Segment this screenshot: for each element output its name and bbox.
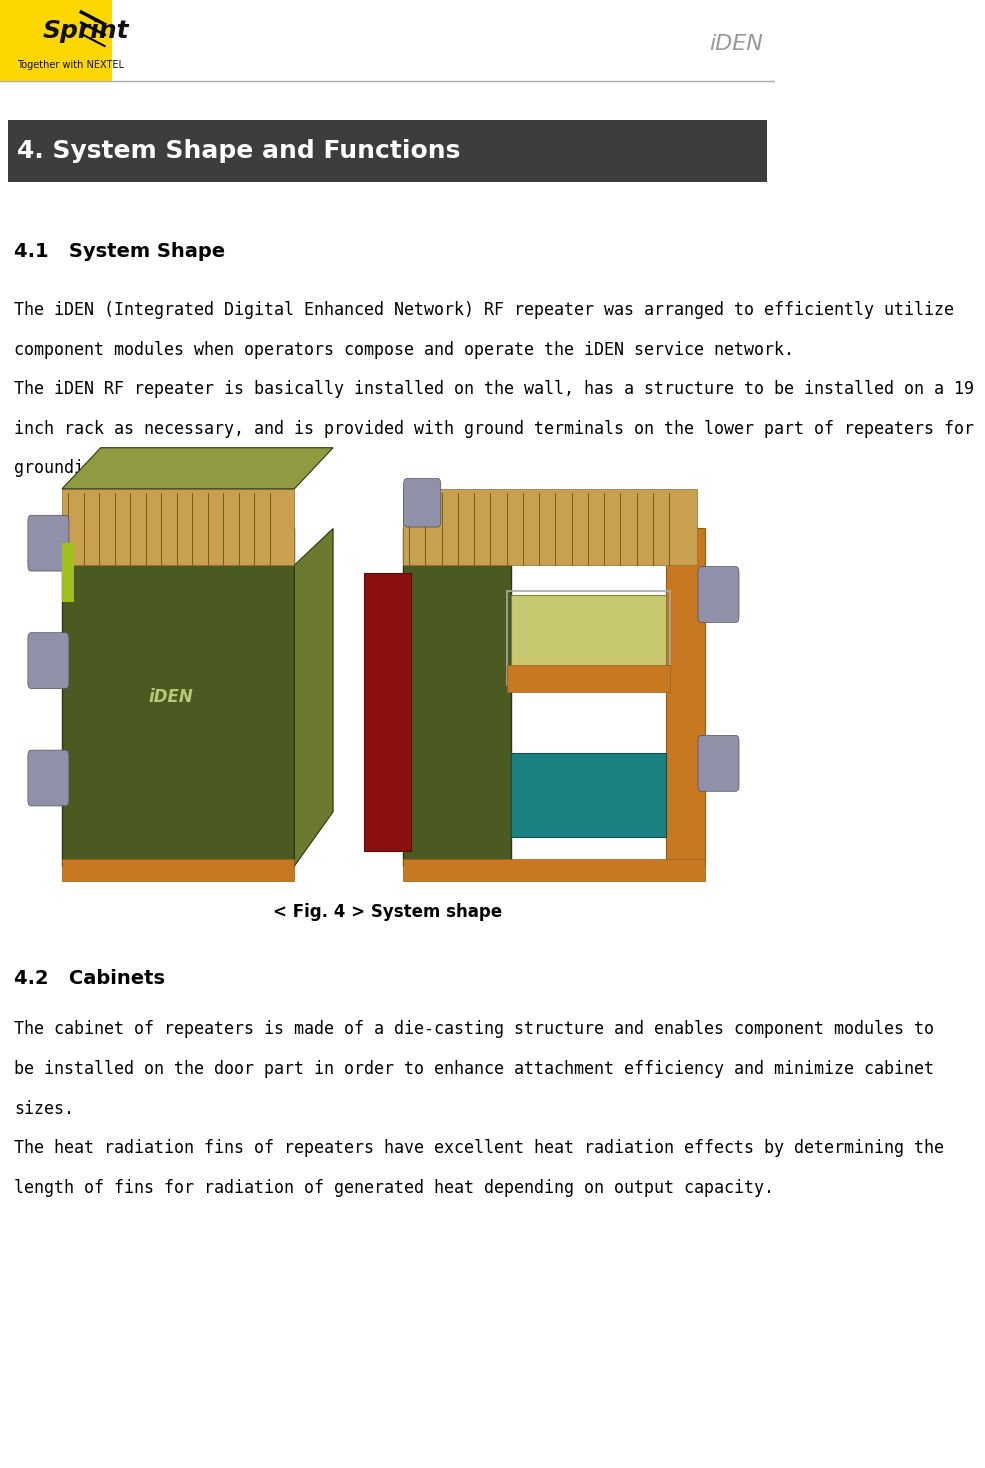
FancyBboxPatch shape: [28, 750, 69, 806]
Text: The iDEN RF repeater is basically installed on the wall, has a structure to be i: The iDEN RF repeater is basically instal…: [14, 380, 974, 398]
FancyBboxPatch shape: [404, 479, 440, 527]
FancyBboxPatch shape: [0, 0, 112, 81]
Text: iDEN: iDEN: [709, 34, 763, 54]
FancyBboxPatch shape: [698, 567, 739, 622]
Text: 4.1   System Shape: 4.1 System Shape: [14, 242, 225, 261]
Text: The iDEN (Integrated Digital Enhanced Network) RF repeater was arranged to effic: The iDEN (Integrated Digital Enhanced Ne…: [14, 301, 953, 319]
Polygon shape: [295, 528, 333, 866]
FancyBboxPatch shape: [62, 489, 295, 565]
Text: The cabinet of repeaters is made of a die-casting structure and enables componen: The cabinet of repeaters is made of a di…: [14, 1020, 934, 1038]
FancyBboxPatch shape: [8, 120, 767, 182]
Text: < Fig. 4 > System shape: < Fig. 4 > System shape: [273, 903, 502, 920]
Text: be installed on the door part in order to enhance attachment efficiency and mini: be installed on the door part in order t…: [14, 1060, 934, 1078]
FancyBboxPatch shape: [28, 515, 69, 571]
Text: Together with NEXTEL: Together with NEXTEL: [17, 60, 124, 69]
Text: The heat radiation fins of repeaters have excellent heat radiation effects by de: The heat radiation fins of repeaters hav…: [14, 1139, 944, 1157]
Polygon shape: [364, 573, 411, 851]
FancyBboxPatch shape: [62, 528, 295, 866]
FancyBboxPatch shape: [403, 528, 511, 866]
Text: sizes.: sizes.: [14, 1100, 74, 1117]
Text: 4.2   Cabinets: 4.2 Cabinets: [14, 969, 164, 988]
Text: grounding.: grounding.: [14, 459, 114, 477]
Text: component modules when operators compose and operate the iDEN service network.: component modules when operators compose…: [14, 341, 794, 358]
Text: Sprint: Sprint: [42, 19, 129, 43]
FancyBboxPatch shape: [511, 596, 666, 678]
FancyBboxPatch shape: [62, 859, 295, 881]
Text: 4. System Shape and Functions: 4. System Shape and Functions: [17, 139, 460, 163]
FancyBboxPatch shape: [403, 859, 705, 881]
FancyBboxPatch shape: [507, 665, 670, 691]
FancyBboxPatch shape: [666, 528, 705, 866]
FancyBboxPatch shape: [698, 735, 739, 791]
Text: iDEN: iDEN: [148, 688, 193, 706]
FancyBboxPatch shape: [403, 489, 697, 565]
Text: inch rack as necessary, and is provided with ground terminals on the lower part : inch rack as necessary, and is provided …: [14, 420, 974, 437]
FancyBboxPatch shape: [28, 633, 69, 688]
FancyBboxPatch shape: [62, 543, 74, 602]
Polygon shape: [62, 448, 333, 489]
Text: length of fins for radiation of generated heat depending on output capacity.: length of fins for radiation of generate…: [14, 1179, 774, 1196]
FancyBboxPatch shape: [511, 753, 666, 837]
